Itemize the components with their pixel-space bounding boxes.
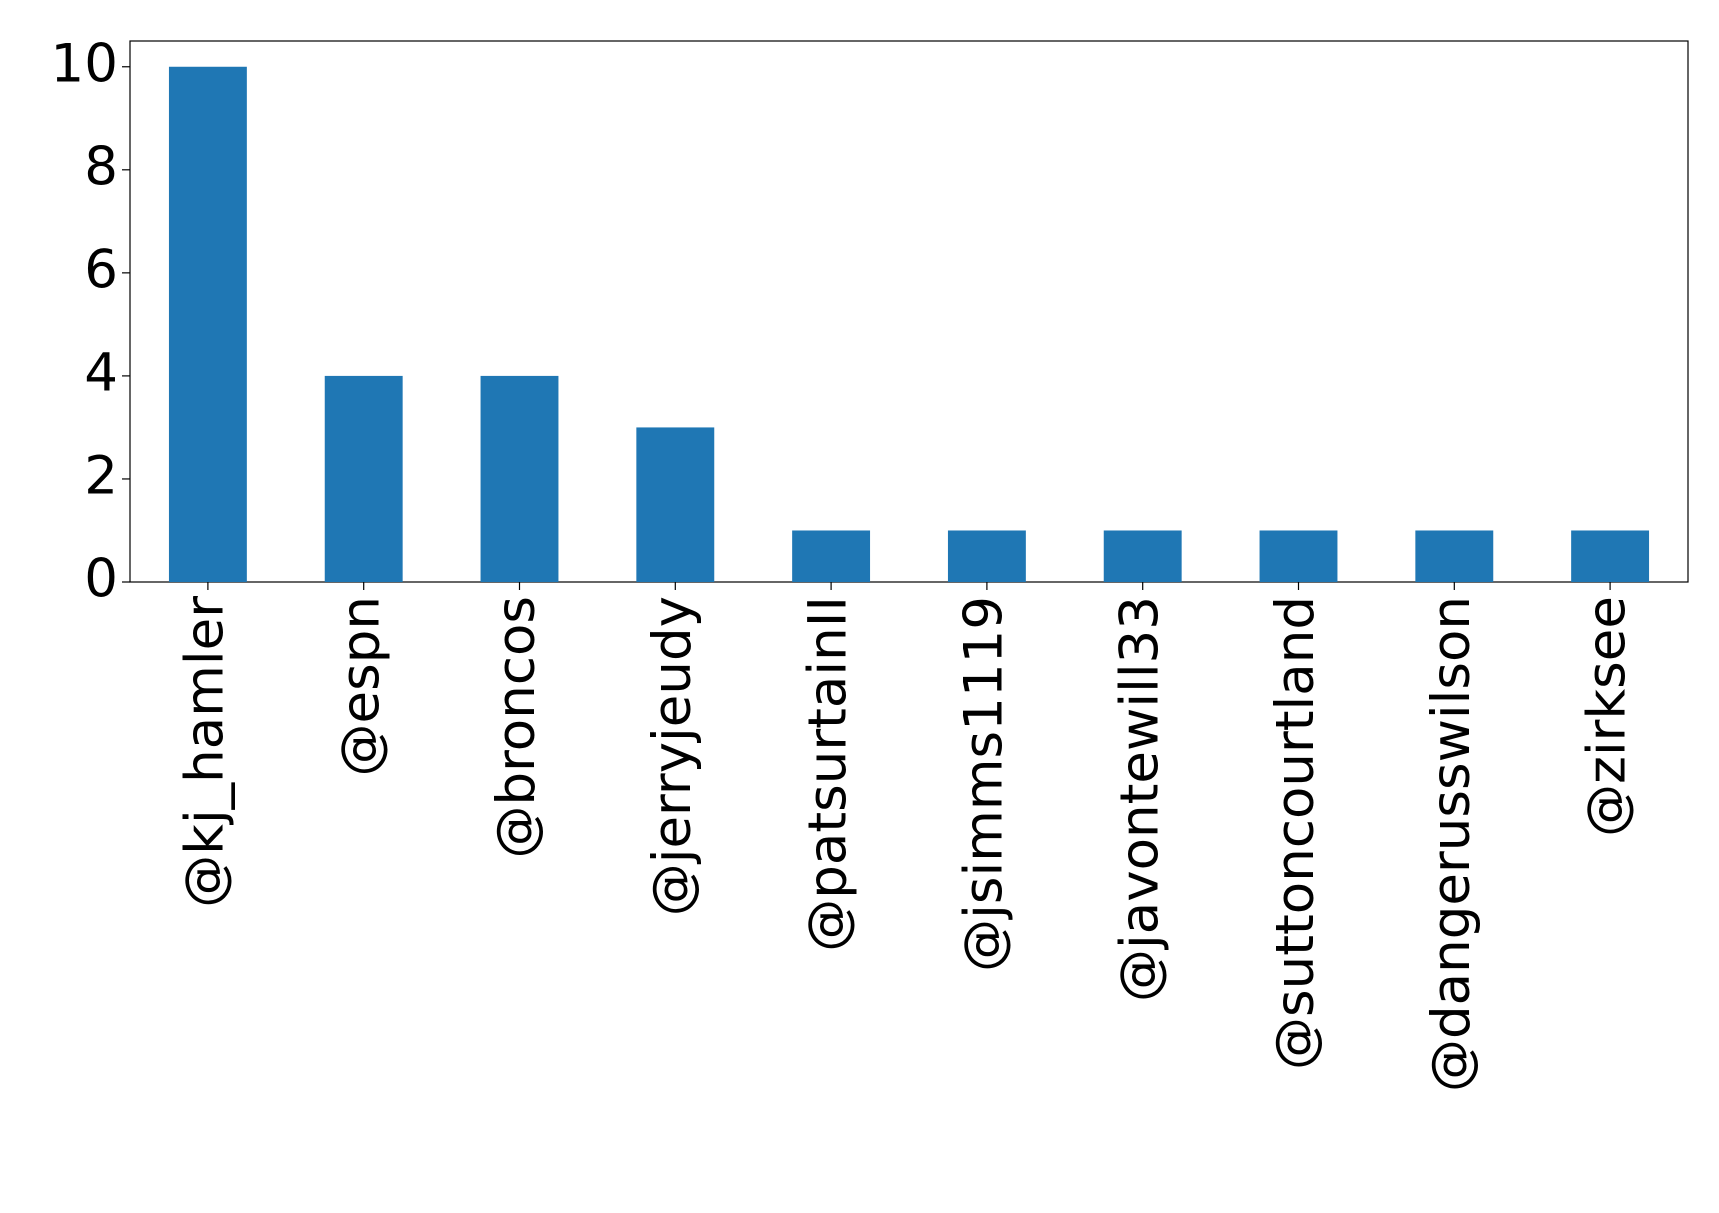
y-tick-label: 8 bbox=[84, 136, 118, 197]
x-tick-label: @kj_hamler bbox=[175, 596, 236, 908]
bar bbox=[480, 375, 559, 582]
x-tick-label: @broncos bbox=[486, 596, 547, 858]
x-tick-label: @dangerusswilson bbox=[1421, 596, 1482, 1092]
bar bbox=[1415, 530, 1494, 582]
plot-frame bbox=[129, 40, 1689, 583]
x-tick-label: @suttoncourtland bbox=[1265, 596, 1326, 1070]
x-tick-label: @javontewill33 bbox=[1109, 596, 1170, 1002]
y-tick-label: 4 bbox=[84, 343, 118, 404]
y-tick-label: 2 bbox=[84, 446, 118, 507]
bar bbox=[792, 530, 871, 582]
bar bbox=[1103, 530, 1182, 582]
bar bbox=[1571, 530, 1650, 582]
y-tick-label: 10 bbox=[51, 33, 118, 94]
bar bbox=[324, 375, 403, 582]
x-tick-label: @jsimms1119 bbox=[954, 596, 1015, 972]
bar bbox=[168, 66, 247, 582]
y-tick-label: 6 bbox=[84, 239, 118, 300]
x-tick-label: @patsurtainII bbox=[798, 596, 859, 952]
y-tick-label: 0 bbox=[84, 549, 118, 610]
x-tick-label: @jerryjeudy bbox=[642, 596, 703, 916]
x-tick-label: @zirksee bbox=[1577, 596, 1638, 837]
bar bbox=[1259, 530, 1338, 582]
x-tick-label: @espn bbox=[330, 596, 391, 776]
bar bbox=[947, 530, 1026, 582]
bar bbox=[636, 427, 715, 582]
